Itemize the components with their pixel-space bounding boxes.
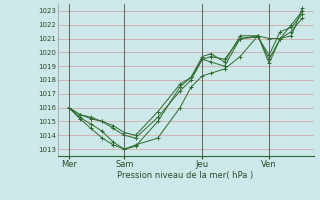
X-axis label: Pression niveau de la mer( hPa ): Pression niveau de la mer( hPa ) [117, 171, 254, 180]
